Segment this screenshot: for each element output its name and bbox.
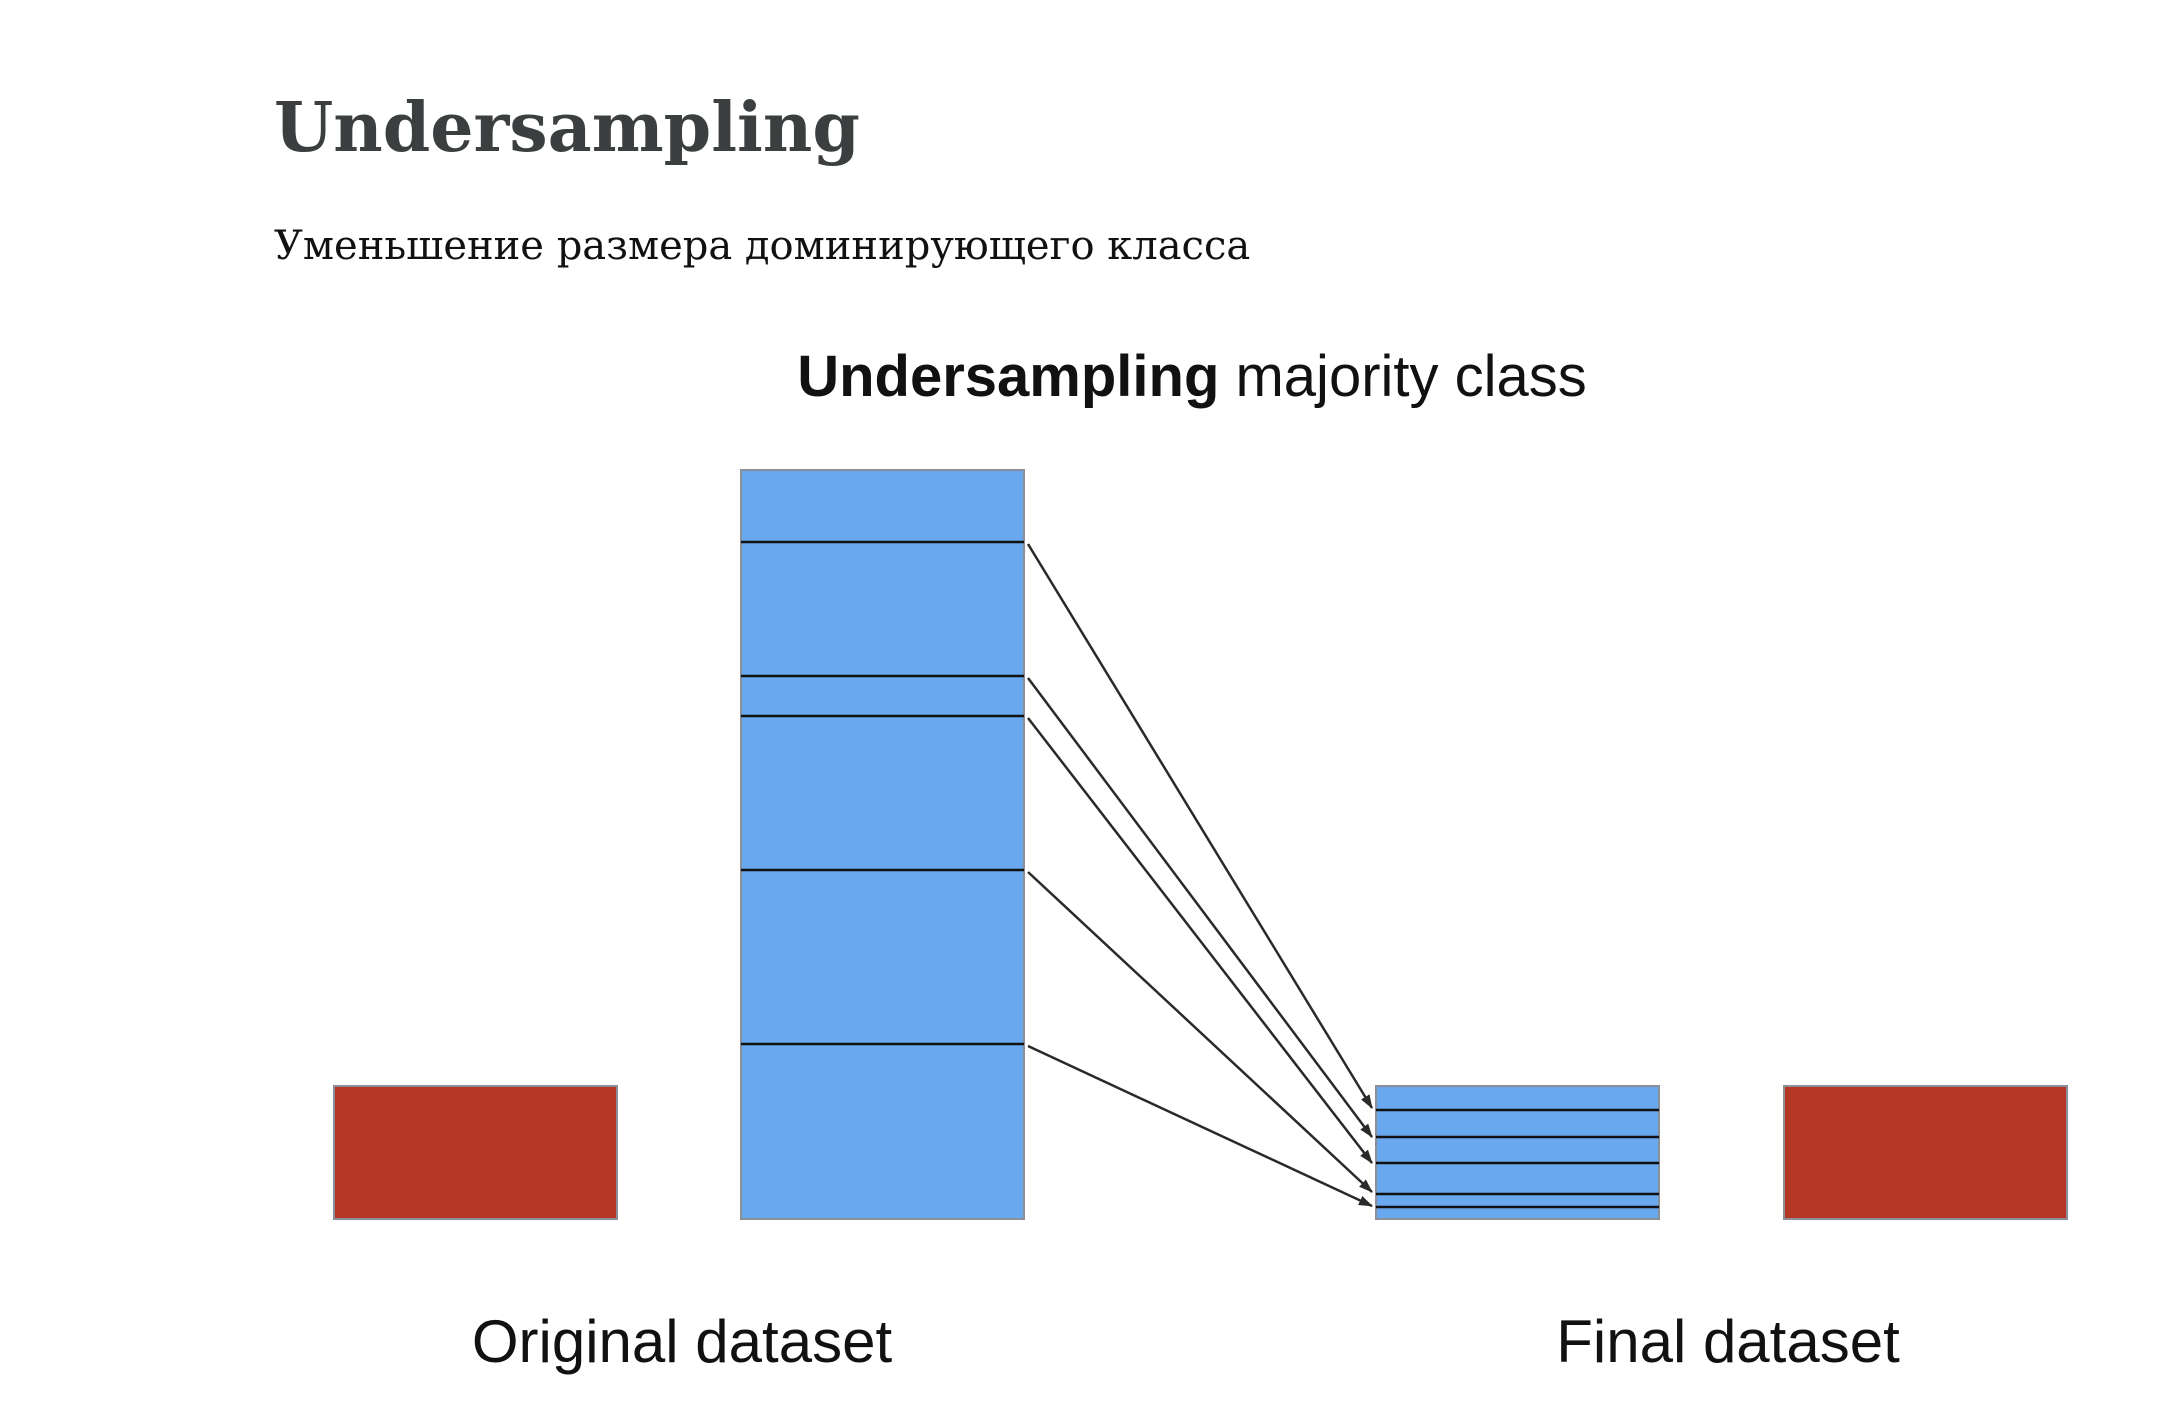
diagram-heading: Undersampling majority class bbox=[797, 344, 1587, 409]
original-minority-block bbox=[333, 1085, 618, 1220]
slide-subtitle: Уменьшение размера доминирующего класса bbox=[274, 223, 1251, 269]
final-minority-block bbox=[1783, 1085, 2068, 1220]
final-majority-block bbox=[1375, 1085, 1660, 1220]
sampling-arrow bbox=[1027, 1044, 1373, 1208]
sampling-arrow bbox=[1027, 871, 1373, 1193]
final-dataset-label: Final dataset bbox=[1556, 1308, 1900, 1375]
original-dataset-label: Original dataset bbox=[472, 1308, 893, 1375]
diagram-heading-bold: Undersampling bbox=[797, 344, 1219, 409]
original-majority-block bbox=[740, 469, 1025, 1220]
sampling-arrow bbox=[1026, 677, 1374, 1138]
sampling-arrow bbox=[1026, 543, 1374, 1109]
sampling-arrow bbox=[1027, 717, 1373, 1164]
diagram-heading-rest: majority class bbox=[1219, 344, 1586, 409]
slide-title: Undersampling bbox=[274, 88, 860, 168]
